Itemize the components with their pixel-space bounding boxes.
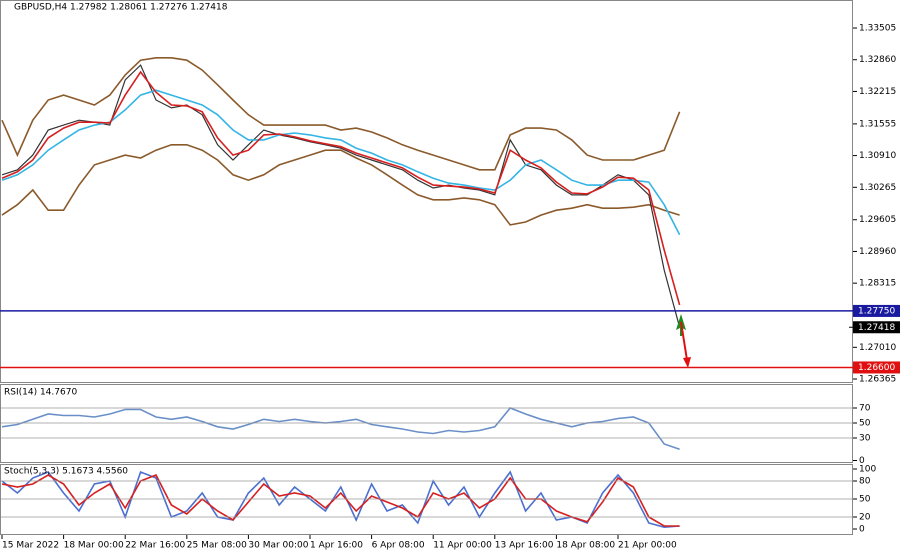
rsi-title: RSI(14) 14.7670 [4,388,77,398]
level-label: 1.27750 [858,306,895,316]
y-tick-label: 1.26365 [859,375,896,385]
level-tag [853,361,900,374]
y-tick-label: 1.33505 [859,24,896,34]
y-tick-label: 70 [859,404,871,414]
y-tick-label: 1.32860 [859,55,896,65]
series-line [1,70,681,306]
x-tick-label: 22 Mar 16:00 [125,541,185,551]
stoch-title: Stoch(5,3,3) 5.1673 4.5560 [4,467,128,477]
y-tick-label: 0 [859,525,865,535]
series-line [1,89,681,236]
y-tick-label: 20 [859,513,871,523]
series-line [1,56,681,171]
x-tick-label: 18 Apr 08:00 [556,541,615,551]
y-tick-label: 50 [859,419,871,429]
y-tick-label: 1.31555 [859,119,896,129]
sell-arrow-head [683,357,691,368]
last-price-label: 1.27418 [858,323,895,333]
series-line [1,473,680,527]
y-tick-label: 1.28960 [859,247,896,257]
rsi-pane [0,384,853,463]
y-tick-label: 1.30265 [859,183,896,193]
y-tick-label: 1.27010 [859,343,896,353]
x-tick-label: 1 Apr 16:00 [310,541,363,551]
x-tick-label: 25 Mar 08:00 [187,541,247,551]
series-line [1,64,681,328]
series-line [1,144,680,226]
y-tick-label: 1.28315 [859,279,896,289]
level-label: 1.26600 [858,363,895,373]
y-tick-label: 0 [859,456,865,466]
x-tick-label: 30 Mar 00:00 [248,541,308,551]
y-tick-label: 1.32215 [859,87,896,97]
x-tick-label: 18 Mar 00:00 [64,541,124,551]
plot [1,56,681,529]
x-tick-label: 21 Apr 00:00 [618,541,677,551]
series-line [1,407,680,451]
y-tick-label: 100 [859,465,876,475]
y-tick-label: 30 [859,434,871,444]
x-tick-label: 11 Apr 00:00 [433,541,492,551]
y-tick-label: 1.30910 [859,151,896,161]
x-tick-label: 15 Mar 2022 [2,541,59,551]
x-tick-label: 13 Apr 16:00 [495,541,554,551]
chart-title: GBPUSD,H4 1.27982 1.28061 1.27276 1.2741… [14,3,228,13]
y-tick-label: 80 [859,477,871,487]
sell-arrow-shaft [680,321,688,361]
y-tick-label: 50 [859,495,871,505]
last-price-tag [853,321,900,334]
price-pane [0,0,853,383]
y-tick-label: 1.29605 [859,215,896,225]
level-tag [853,304,900,317]
x-tick-label: 6 Apr 08:00 [372,541,425,551]
